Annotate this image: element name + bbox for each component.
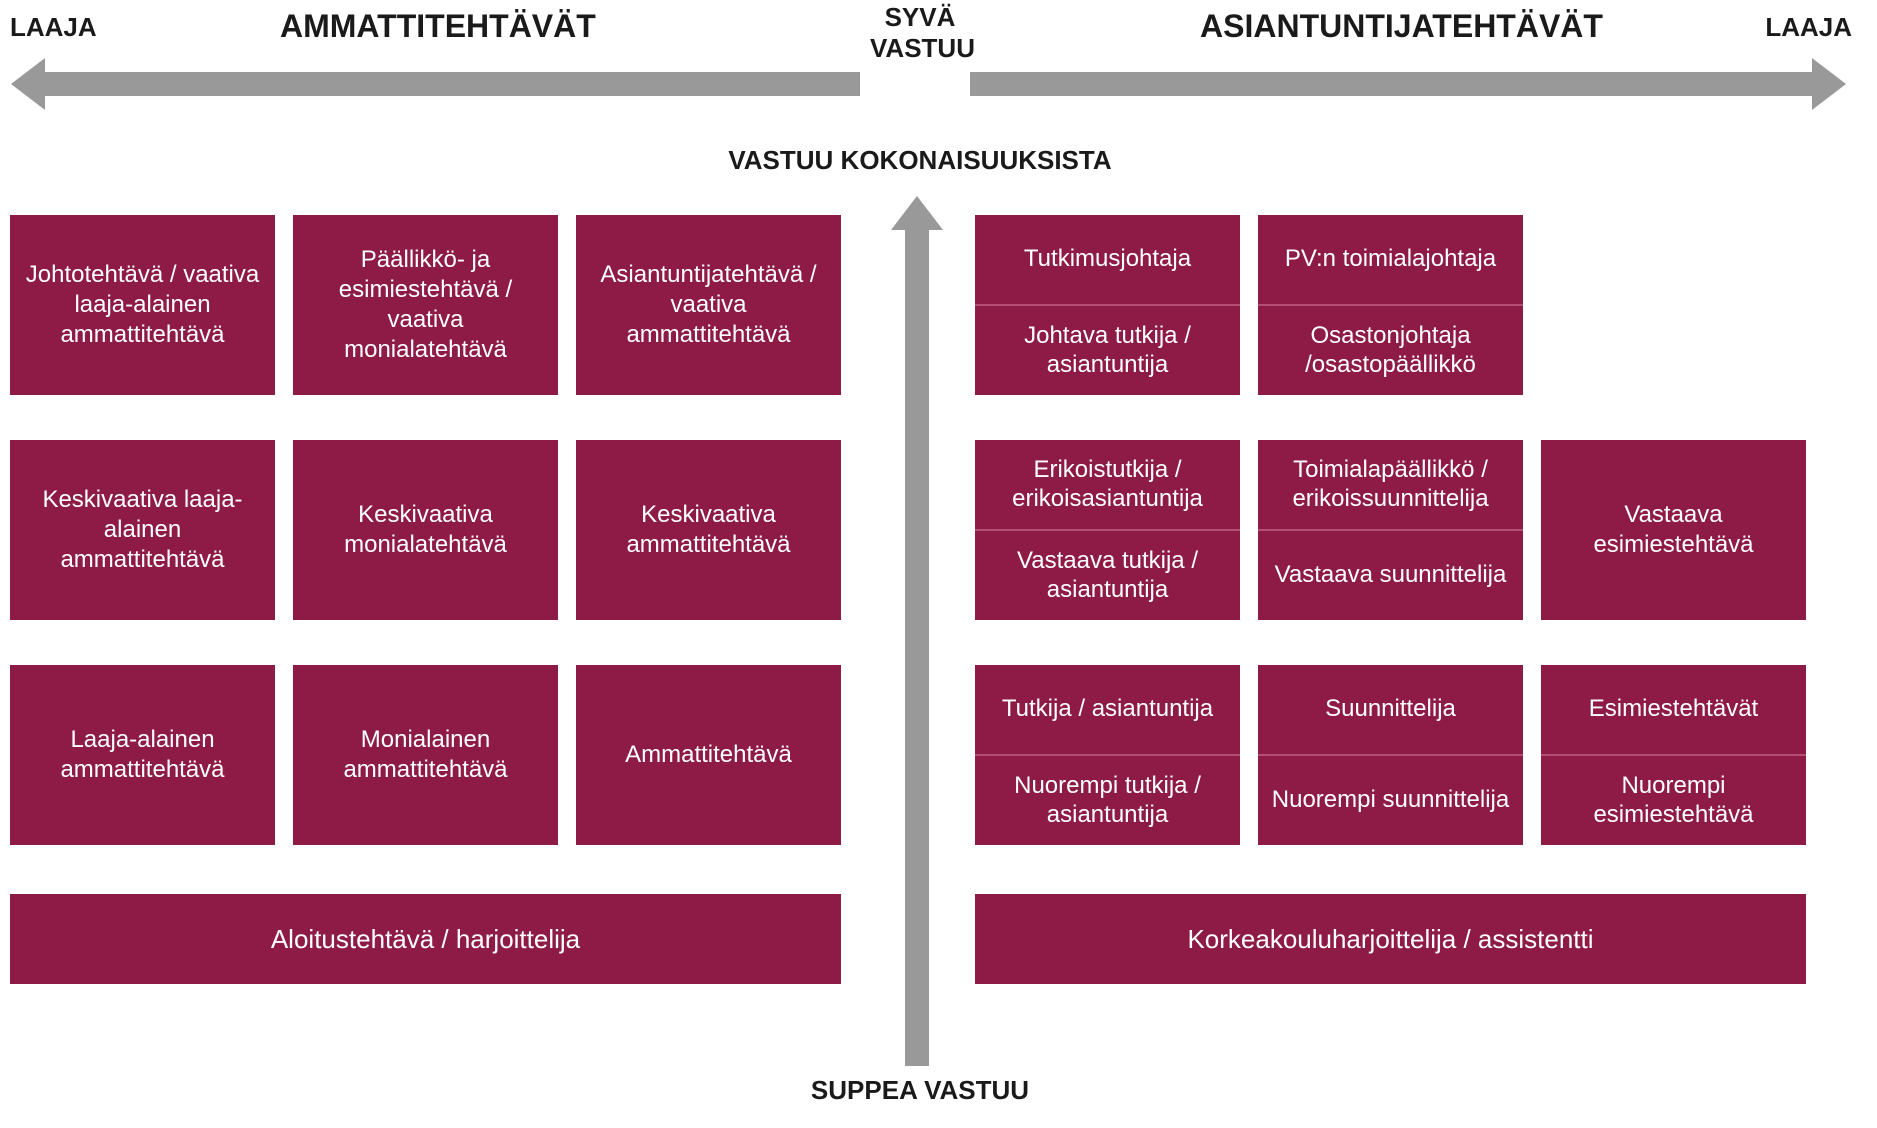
axis-top-label: VASTUU KOKONAISUUKSISTA <box>680 145 1160 176</box>
right-cell-r0c0: Tutkimusjohtaja Johtava tutkija / asiant… <box>975 215 1240 395</box>
right-cell-r0c1: PV:n toimialajohtaja Osastonjohtaja /osa… <box>1258 215 1523 395</box>
right-cell-r2c2-top: Esimiestehtävät <box>1541 665 1806 756</box>
right-cell-r0c0-bottom: Johtava tutkija / asiantuntija <box>975 306 1240 395</box>
left-cell-r0c0: Johtotehtävä / vaativa laaja-alainen amm… <box>10 215 275 395</box>
center-top-line2: VASTUU <box>870 33 975 63</box>
left-header: AMMATTITEHTÄVÄT <box>280 8 596 45</box>
right-cell-r2c2-bottom: Nuorempi esimiestehtävä <box>1541 756 1806 845</box>
arrow-left <box>45 72 860 96</box>
left-wide-cell: Aloitustehtävä / harjoittelija <box>10 894 841 984</box>
left-cell-r2c2: Ammattitehtävä <box>576 665 841 845</box>
right-wide-cell: Korkeakouluharjoittelija / assistentti <box>975 894 1806 984</box>
diagram-canvas: LAAJA AMMATTITEHTÄVÄT SYVÄ VASTUU ASIANT… <box>0 0 1877 1128</box>
right-cell-r1c1-bottom: Vastaava suunnittelija <box>1258 531 1523 620</box>
left-cell-r1c1: Keskivaativa monialatehtävä <box>293 440 558 620</box>
center-top-line1: SYVÄ <box>885 2 956 32</box>
axis-bottom-label: SUPPEA VASTUU <box>770 1075 1070 1106</box>
right-cell-r2c1: Suunnittelija Nuorempi suunnittelija <box>1258 665 1523 845</box>
right-cell-r1c1-top: Toimialapäällikkö / erikoissuunnittelija <box>1258 440 1523 531</box>
right-cell-r2c1-top: Suunnittelija <box>1258 665 1523 756</box>
right-cell-r0c1-top: PV:n toimialajohtaja <box>1258 215 1523 306</box>
right-cell-r2c2: Esimiestehtävät Nuorempi esimiestehtävä <box>1541 665 1806 845</box>
left-cell-r1c0: Keskivaativa laaja-alainen ammattitehtäv… <box>10 440 275 620</box>
left-cell-r0c1: Päällikkö- ja esimiestehtävä / vaativa m… <box>293 215 558 395</box>
right-cell-r1c0-bottom: Vastaava tutkija / asiantuntija <box>975 531 1240 620</box>
top-right-corner-label: LAAJA <box>1765 12 1852 43</box>
left-cell-r0c2: Asiantuntijatehtävä / vaativa ammattiteh… <box>576 215 841 395</box>
right-cell-r2c0-top: Tutkija / asiantuntija <box>975 665 1240 756</box>
arrow-vertical <box>905 230 929 1066</box>
right-cell-r1c0: Erikoistutkija / erikoisasiantuntija Vas… <box>975 440 1240 620</box>
right-cell-r0c0-top: Tutkimusjohtaja <box>975 215 1240 306</box>
left-cell-r2c0: Laaja-alainen ammattitehtävä <box>10 665 275 845</box>
top-left-corner-label: LAAJA <box>10 12 97 43</box>
arrow-right <box>970 72 1812 96</box>
left-cell-r1c2: Keskivaativa ammattitehtävä <box>576 440 841 620</box>
right-cell-r1c2: Vastaava esimiestehtävä <box>1541 440 1806 620</box>
right-cell-r2c1-bottom: Nuorempi suunnittelija <box>1258 756 1523 845</box>
right-cell-r0c1-bottom: Osastonjohtaja /osastopäällikkö <box>1258 306 1523 395</box>
right-cell-r1c0-top: Erikoistutkija / erikoisasiantuntija <box>975 440 1240 531</box>
right-cell-r2c0: Tutkija / asiantuntija Nuorempi tutkija … <box>975 665 1240 845</box>
right-cell-r2c0-bottom: Nuorempi tutkija / asiantuntija <box>975 756 1240 845</box>
right-header: ASIANTUNTIJATEHTÄVÄT <box>1200 8 1603 45</box>
right-cell-r1c1: Toimialapäällikkö / erikoissuunnittelija… <box>1258 440 1523 620</box>
center-top-label: SYVÄ VASTUU <box>870 2 970 64</box>
left-cell-r2c1: Monialainen ammattitehtävä <box>293 665 558 845</box>
